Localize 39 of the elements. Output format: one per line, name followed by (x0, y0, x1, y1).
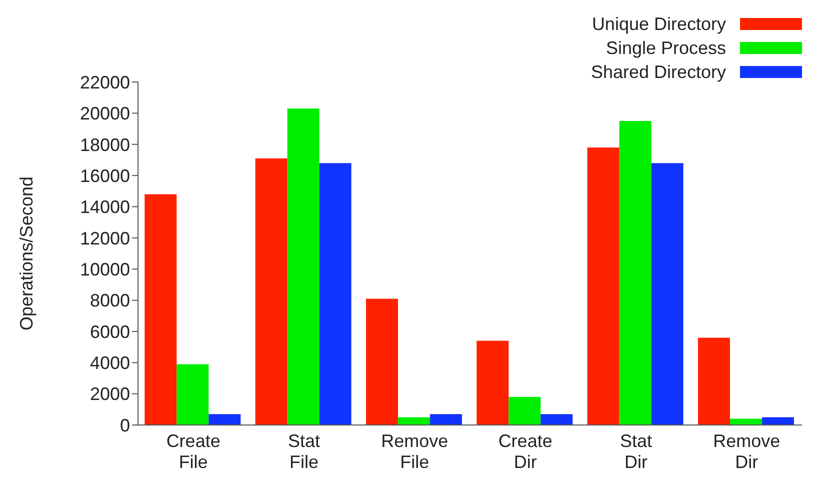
x-tick-label: Remove File (381, 431, 448, 472)
bar (698, 338, 730, 425)
bar (366, 298, 398, 425)
y-tick-label: 16000 (80, 166, 130, 186)
bar (255, 158, 288, 425)
bar (176, 364, 209, 425)
x-tick-label: Stat File (288, 431, 320, 472)
legend-label: Unique Directory (592, 13, 726, 36)
x-tick-label: Remove Dir (713, 431, 780, 472)
y-tick-label: 2000 (90, 384, 130, 404)
y-tick-label: 4000 (90, 353, 130, 374)
y-tick-label: 14000 (80, 197, 130, 218)
y-tick-label: 10000 (80, 259, 130, 280)
bar (619, 120, 652, 425)
bar (319, 163, 352, 425)
bar (208, 414, 241, 425)
bar (144, 194, 177, 425)
y-tick-label: 12000 (80, 228, 130, 248)
y-tick-label: 18000 (80, 134, 130, 155)
bar (476, 340, 509, 425)
bar (587, 147, 620, 425)
bar (398, 417, 430, 425)
y-tick-label: 0 (120, 415, 130, 436)
x-tick-label: Create Dir (498, 431, 552, 472)
bar (430, 414, 462, 425)
y-tick-label: 20000 (80, 104, 130, 124)
y-tick-label: 8000 (90, 290, 130, 311)
legend-label: Single Process (606, 37, 726, 60)
legend-label: Shared Directory (590, 61, 726, 84)
bar (762, 417, 794, 425)
x-tick-label: Stat Dir (620, 431, 652, 472)
bar (508, 396, 541, 425)
bar (651, 163, 684, 425)
bar (287, 108, 320, 425)
x-tick-label: Create File (166, 431, 220, 472)
y-tick-label: 22000 (80, 72, 130, 92)
y-axis-title: Operations/Second (16, 176, 36, 331)
bar (540, 414, 573, 425)
y-tick-label: 6000 (90, 322, 130, 342)
